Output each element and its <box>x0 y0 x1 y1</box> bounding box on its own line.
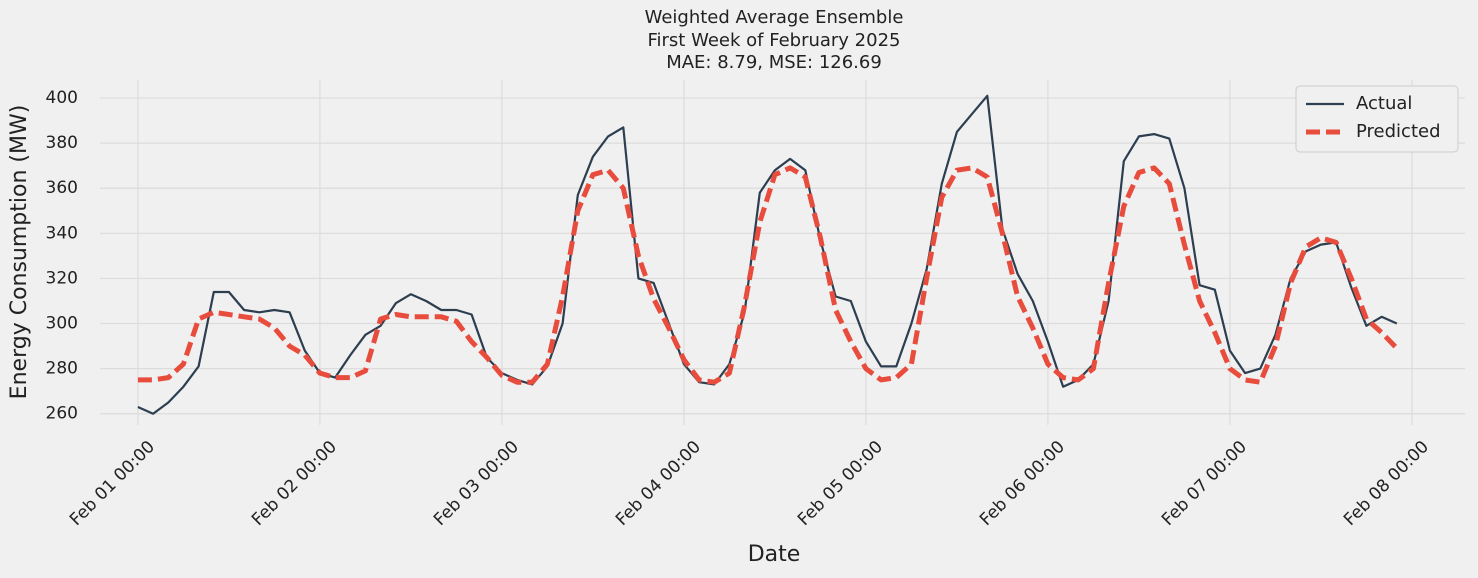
y-tick-label: 380 <box>46 133 78 153</box>
chart-title: MAE: 8.79, MSE: 126.69 <box>666 52 882 73</box>
legend: Actual Predicted <box>1295 85 1459 153</box>
y-tick-label: 340 <box>46 223 78 243</box>
y-tick-label: 400 <box>46 88 78 108</box>
x-axis-label: Date <box>748 542 801 567</box>
legend-box <box>1295 85 1459 153</box>
legend-label: Predicted <box>1356 121 1441 142</box>
y-tick-label: 360 <box>46 178 78 198</box>
chart-title: Weighted Average Ensemble <box>645 7 904 28</box>
y-axis-label: Energy Consumption (MW) <box>7 105 32 400</box>
y-tick-label: 320 <box>46 268 78 288</box>
data-line <box>137 165 1399 385</box>
y-tick-label: 260 <box>46 404 78 424</box>
y-tick-label: 300 <box>46 314 78 334</box>
data-line <box>137 94 1398 415</box>
y-tick-label: 280 <box>46 359 78 379</box>
chart-title: First Week of February 2025 <box>647 30 900 51</box>
legend-label: Actual <box>1356 93 1412 114</box>
